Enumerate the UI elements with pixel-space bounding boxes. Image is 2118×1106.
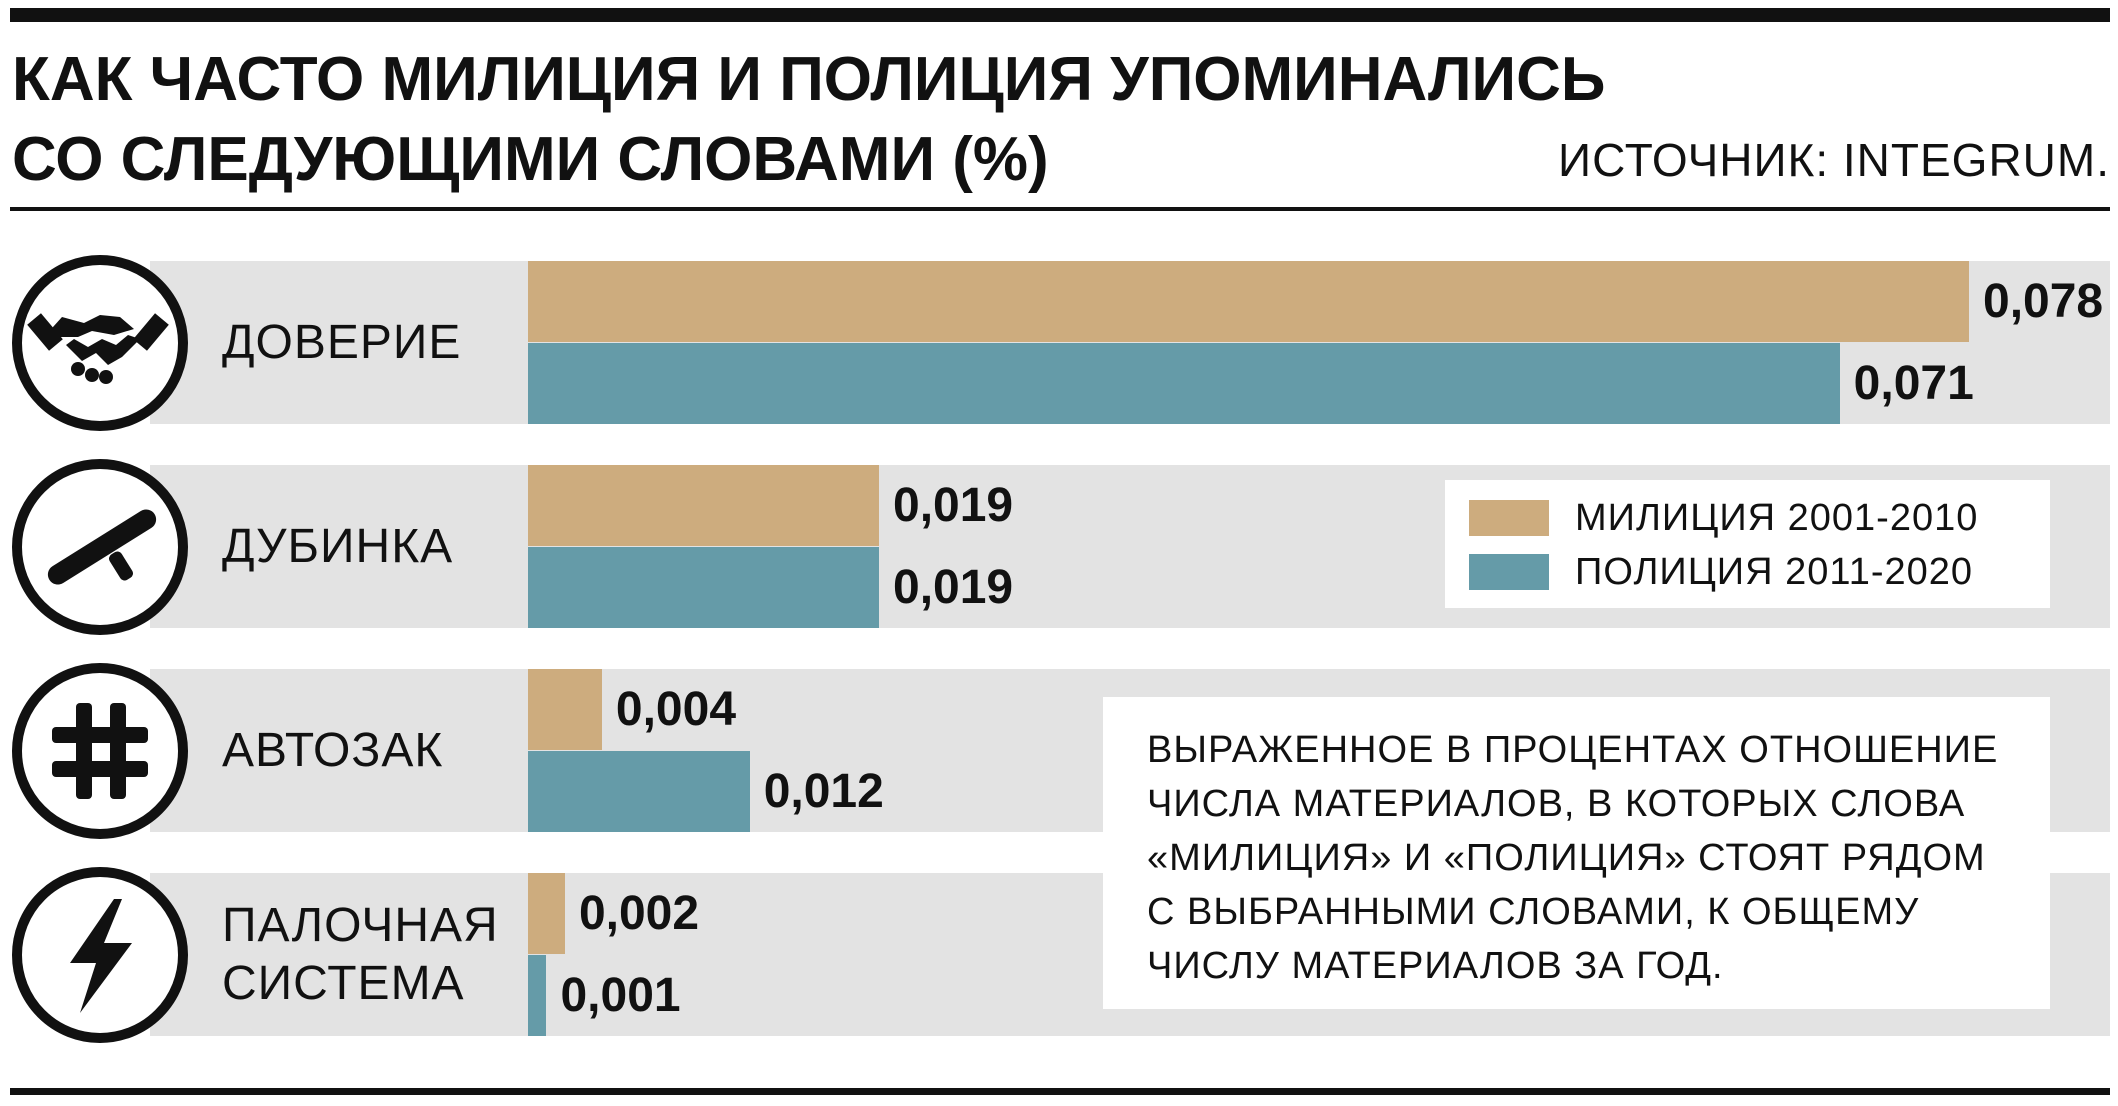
legend-swatch-militsiya [1469, 500, 1549, 536]
note-line: С ВЫБРАННЫМИ СЛОВАМИ, К ОБЩЕМУ [1147, 891, 1920, 933]
note-line: «МИЛИЦИЯ» И «ПОЛИЦИЯ» СТОЯТ РЯДОМ [1147, 837, 1986, 879]
value-label-palochnaya-sistema-series-2: 0,001 [560, 968, 681, 1022]
legend: МИЛИЦИЯ 2001-2010 ПОЛИЦИЯ 2011-2020 [1445, 480, 2050, 608]
value-label-avtozak-series-1: 0,004 [615, 682, 737, 736]
bar-dubinka-series-1 [528, 465, 879, 546]
method-note: ВЫРАЖЕННОЕ В ПРОЦЕНТАХ ОТНОШЕНИЕ ЧИСЛА М… [1103, 697, 2050, 1009]
note-line: ВЫРАЖЕННОЕ В ПРОЦЕНТАХ ОТНОШЕНИЕ [1147, 729, 1999, 771]
source-label: ИСТОЧНИК: INTEGRUM. [1558, 134, 2110, 186]
category-label-palochnaya-sistema: ПАЛОЧНАЯ [222, 898, 499, 952]
lightning-icon [12, 866, 188, 1043]
title-line-2: СО СЛЕДУЮЩИМИ СЛОВАМИ (%) [12, 125, 1049, 194]
chart-title: КАК ЧАСТО МИЛИЦИЯ И ПОЛИЦИЯ УПОМИНАЛИСЬ … [12, 40, 1662, 200]
value-label-dubinka-series-2: 0,019 [893, 560, 1014, 614]
value-label-doverie-series-1: 0,078 [1983, 274, 2104, 328]
category-label-doverie: ДОВЕРИЕ [222, 315, 462, 369]
category-label-avtozak: АВТОЗАК [222, 723, 444, 777]
grid-icon [12, 662, 188, 839]
value-label-dubinka-series-1: 0,019 [893, 478, 1014, 532]
bar-doverie-series-1 [528, 261, 1969, 342]
bar-avtozak-series-2 [528, 751, 750, 832]
bottom-rule [10, 1088, 2110, 1095]
value-label-doverie-series-2: 0,071 [1853, 356, 1974, 410]
legend-swatch-politsiya [1469, 554, 1549, 590]
bar-doverie-series-2 [528, 343, 1840, 424]
category-label-dubinka: ДУБИНКА [222, 519, 454, 573]
legend-label-politsiya: ПОЛИЦИЯ 2011-2020 [1575, 551, 1974, 593]
bar-avtozak-series-1 [528, 669, 602, 750]
handshake-icon [12, 254, 188, 431]
value-label-palochnaya-sistema-series-1: 0,002 [578, 886, 700, 940]
bar-palochnaya-sistema-series-2 [528, 955, 547, 1036]
value-label-avtozak-series-2: 0,012 [763, 764, 884, 818]
legend-label-militsiya: МИЛИЦИЯ 2001-2010 [1575, 497, 1979, 539]
baton-icon [12, 458, 188, 635]
top-rule [10, 8, 2110, 22]
note-line: ЧИСЛУ МАТЕРИАЛОВ ЗА ГОД. [1147, 945, 1724, 987]
bar-dubinka-series-2 [528, 547, 879, 628]
category-label-palochnaya-sistema: СИСТЕМА [222, 956, 465, 1010]
header-rule [10, 207, 2110, 211]
bar-palochnaya-sistema-series-1 [528, 873, 565, 954]
note-line: ЧИСЛА МАТЕРИАЛОВ, В КОТОРЫХ СЛОВА [1147, 783, 1966, 825]
title-line-1: КАК ЧАСТО МИЛИЦИЯ И ПОЛИЦИЯ УПОМИНАЛИСЬ [12, 45, 1606, 114]
